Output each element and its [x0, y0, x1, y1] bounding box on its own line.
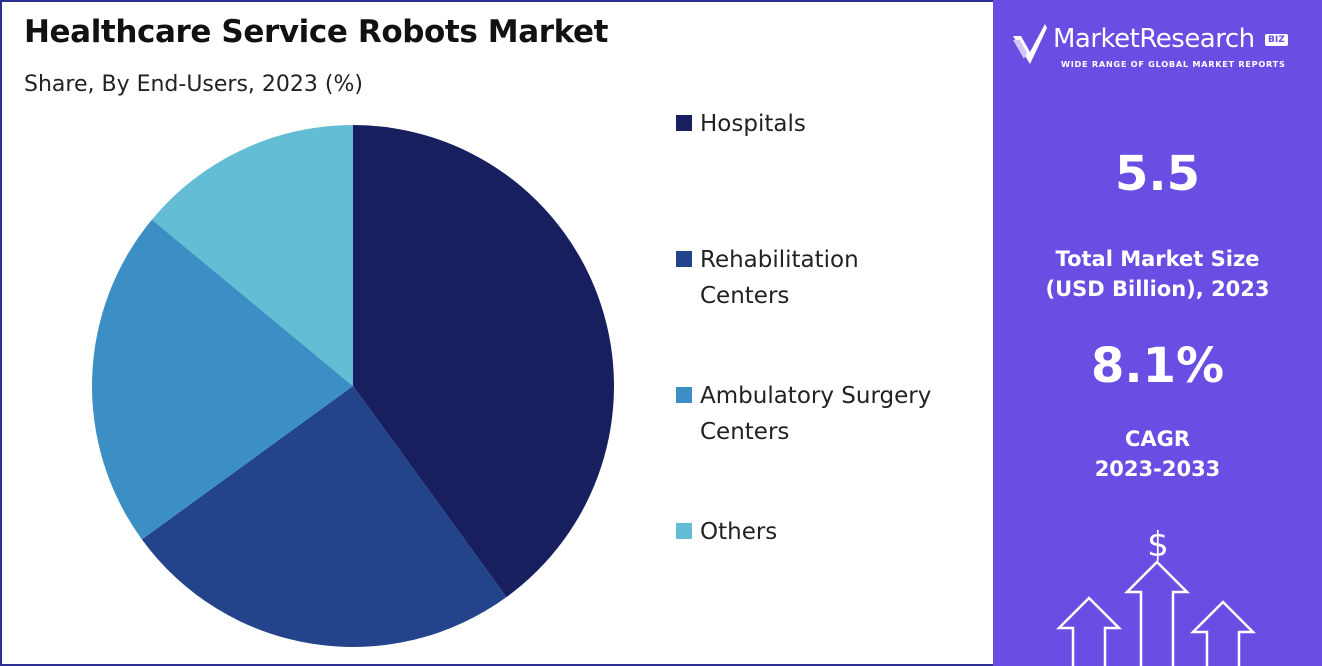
legend-label: Hospitals — [700, 111, 806, 137]
pie-slice-rehabilitation-centers — [141, 386, 507, 647]
brand-tagline: WIDE RANGE OF GLOBAL MARKET REPORTS — [1061, 59, 1286, 69]
brand-logo: MarketResearch BIZ WIDE RANGE OF GLOBAL … — [1007, 20, 1307, 76]
legend-swatch — [676, 387, 692, 403]
legend-swatch — [676, 115, 692, 131]
brand-badge: BIZ — [1265, 34, 1288, 46]
arrow-up-left-icon — [1055, 596, 1123, 666]
legend-label: Others — [700, 519, 778, 545]
arrow-up-right-icon — [1189, 600, 1257, 666]
arrow-up-center-icon — [1123, 560, 1191, 666]
logo-check-icon — [1013, 24, 1047, 64]
summary-sidebar: MarketResearch BIZ WIDE RANGE OF GLOBAL … — [993, 0, 1322, 666]
pie-slice-others — [151, 125, 353, 386]
legend-item-ambulatory-surgery-centers: Ambulatory Surgery Centers — [676, 378, 970, 450]
legend-label: Ambulatory Surgery Centers — [700, 383, 932, 445]
brand-name: MarketResearch — [1053, 24, 1255, 54]
legend-item-hospitals: Hospitals — [676, 106, 970, 142]
legend-item-rehabilitation-centers: Rehabilitation Centers — [676, 242, 970, 314]
growth-arrows-icon: $ — [1055, 525, 1257, 666]
pie-chart — [92, 125, 614, 647]
chart-subtitle: Share, By End-Users, 2023 (%) — [24, 72, 363, 97]
chart-title: Healthcare Service Robots Market — [24, 14, 609, 50]
dollar-sign: $ — [1147, 525, 1169, 565]
market-size-value: 5.5 — [1114, 146, 1201, 202]
legend-label: Rehabilitation Centers — [700, 247, 859, 309]
legend-swatch — [676, 523, 692, 539]
legend-swatch — [676, 251, 692, 267]
market-size-label: Total Market Size (USD Billion), 2023 — [1045, 247, 1270, 301]
cagr-label: CAGR 2023-2033 — [1094, 427, 1221, 481]
chart-panel: Healthcare Service Robots Market Share, … — [0, 0, 993, 666]
pie-slice-hospitals — [353, 125, 614, 598]
pie-slice-ambulatory-surgery-centers — [92, 219, 353, 540]
legend-item-others: Others — [676, 514, 970, 550]
cagr-value: 8.1% — [1090, 338, 1225, 394]
